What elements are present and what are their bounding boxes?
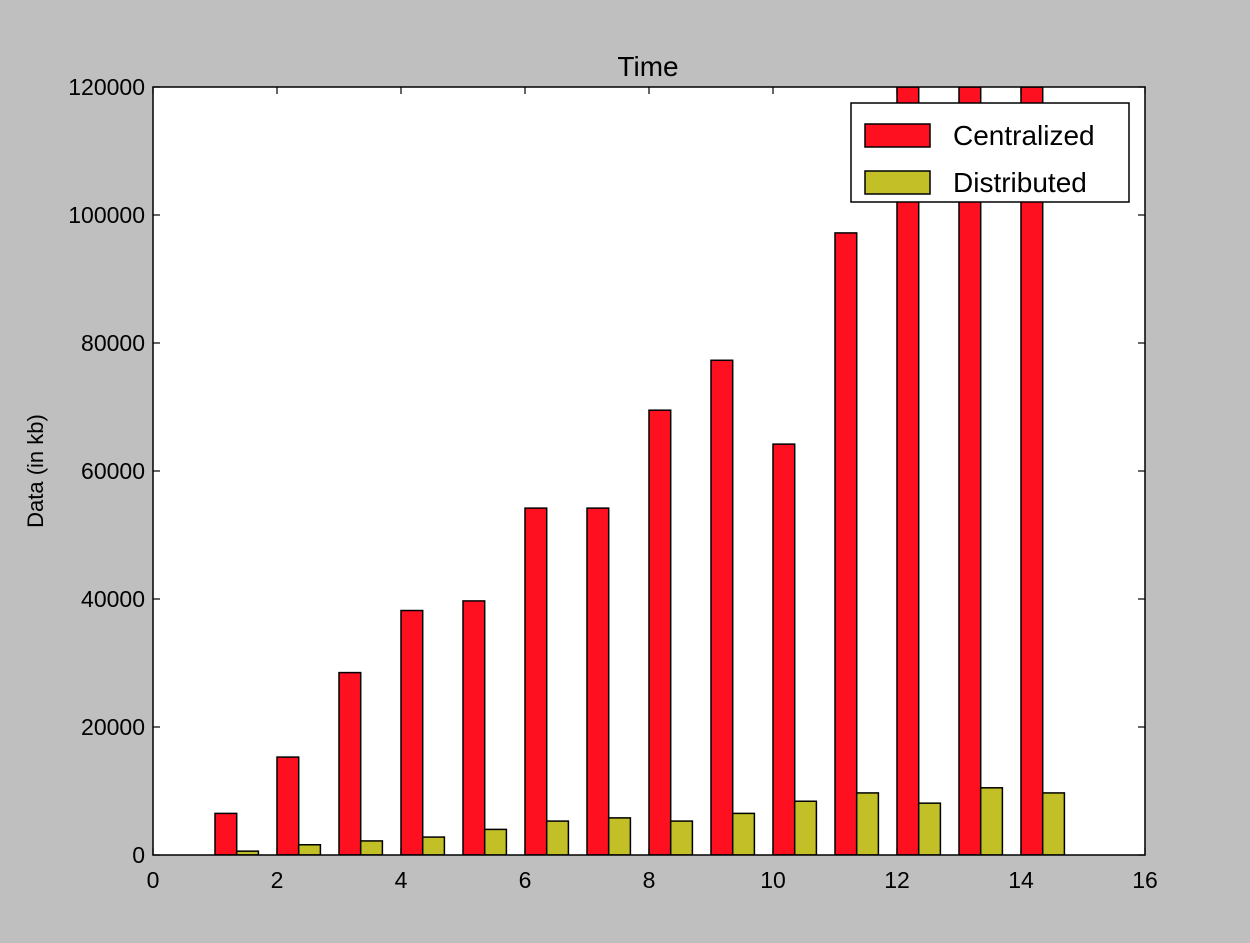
y-tick-label-80000: 80000 [81,330,145,356]
bar-centralized-1 [214,812,238,855]
y-tick-label-0: 0 [132,842,145,868]
x-tick-label-8: 8 [643,867,656,893]
bar-centralized-7 [586,507,610,855]
bar-centralized-10 [772,443,796,855]
bar-distributed-9 [731,812,756,855]
legend-label-distributed: Distributed [953,167,1087,198]
y-tick-label-20000: 20000 [81,714,145,740]
x-tick-label-6: 6 [519,867,532,893]
y-tick-label-40000: 40000 [81,586,145,612]
bar-centralized-8 [648,409,672,855]
bar-distributed-5 [483,828,508,855]
bars-group [214,87,1066,855]
bar-centralized-2 [276,756,300,855]
bar-distributed-10 [793,800,818,855]
x-tick-label-12: 12 [884,867,910,893]
bar-centralized-6 [524,507,548,855]
x-tick-label-2: 2 [271,867,284,893]
x-tick-label-4: 4 [395,867,408,893]
bar-centralized-13 [958,87,982,855]
x-tick-label-0: 0 [147,867,160,893]
bar-centralized-3 [338,671,362,855]
legend-label-centralized: Centralized [953,120,1095,151]
legend-swatch-centralized [864,123,931,148]
bar-distributed-11 [855,792,880,855]
y-tick-label-120000: 120000 [68,74,145,100]
bar-distributed-8 [669,820,694,855]
y-tick-label-60000: 60000 [81,458,145,484]
bar-distributed-4 [421,836,446,855]
bar-distributed-6 [545,820,570,855]
bar-distributed-14 [1041,792,1066,855]
bar-centralized-5 [462,600,486,855]
legend-swatch-distributed [864,170,931,195]
bar-centralized-11 [834,232,858,855]
chart-title: Time [617,51,678,82]
bar-centralized-4 [400,609,424,855]
bar-distributed-3 [359,840,384,855]
x-tick-label-16: 16 [1132,867,1158,893]
x-tick-label-10: 10 [760,867,786,893]
x-tick-label-14: 14 [1008,867,1034,893]
bar-distributed-12 [917,802,942,855]
y-tick-label-100000: 100000 [68,202,145,228]
bar-distributed-2 [297,844,322,855]
bar-distributed-13 [979,787,1004,855]
bar-centralized-14 [1020,87,1044,855]
y-axis-label: Data (in kb) [23,414,48,528]
legend: Centralized Distributed [850,102,1130,203]
bar-centralized-9 [710,359,734,855]
bar-centralized-12 [896,87,920,855]
bar-distributed-7 [607,817,632,855]
